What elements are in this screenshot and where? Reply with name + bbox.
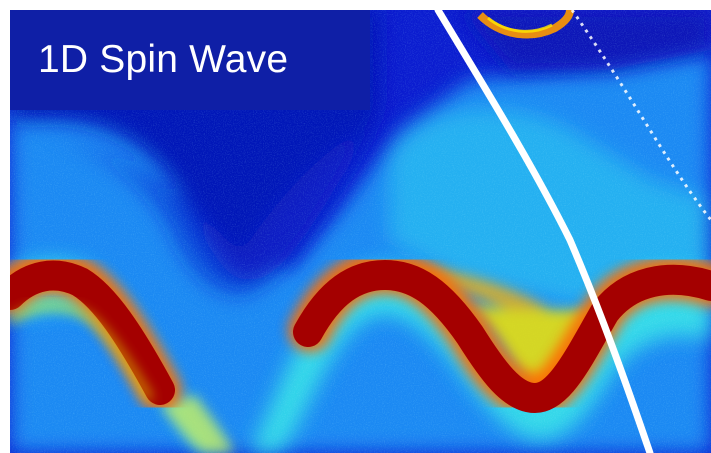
figure-title: 1D Spin Wave	[38, 38, 289, 81]
intensity-map: 1D Spin Wave	[10, 10, 711, 453]
spin-wave-intensity-image	[10, 10, 711, 453]
title-panel: 1D Spin Wave	[10, 10, 370, 110]
